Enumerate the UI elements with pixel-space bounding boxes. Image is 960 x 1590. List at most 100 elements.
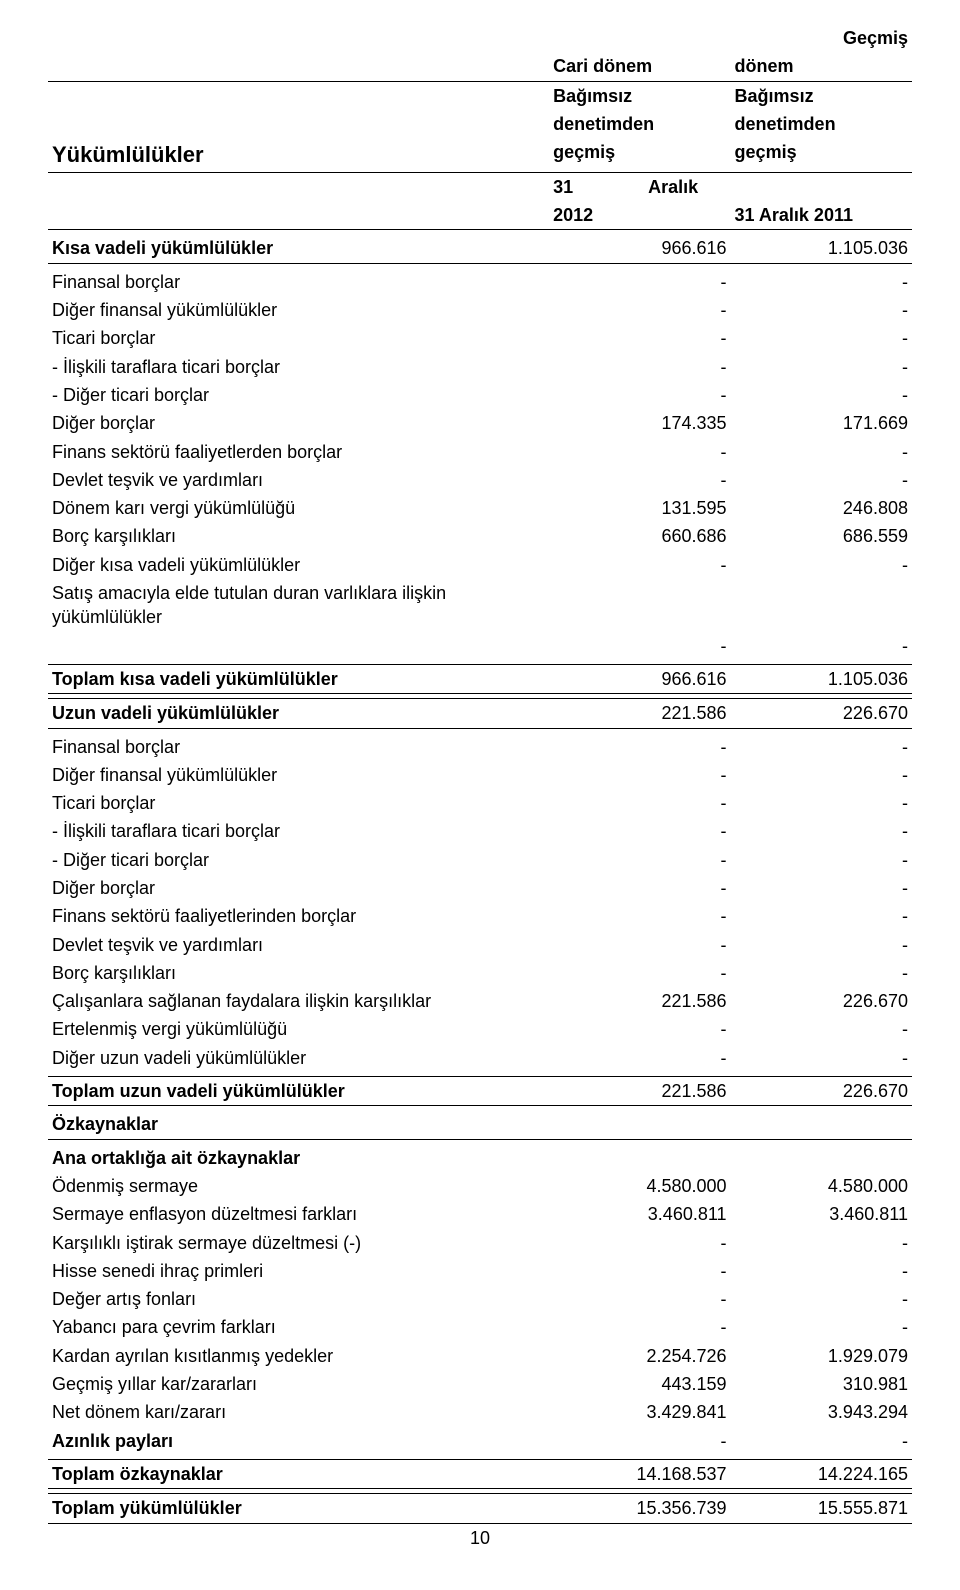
equity-label: Net dönem karı/zararı [48, 1398, 549, 1426]
long-term-row: Diğer finansal yükümlülükler-- [48, 761, 912, 789]
short-term-v1: - [549, 324, 730, 352]
short-term-row: Diğer kısa vadeli yükümlülükler-- [48, 551, 912, 579]
long-term-heading-row: Uzun vadeli yükümlülükler 221.586 226.67… [48, 699, 912, 728]
short-term-label: Finansal borçlar [48, 268, 549, 296]
equity-label: Yabancı para çevrim farkları [48, 1313, 549, 1341]
equity-total-row: Toplam özkaynaklar 14.168.537 14.224.165 [48, 1459, 912, 1488]
long-term-v1: - [549, 1015, 730, 1043]
long-term-label: Finansal borçlar [48, 733, 549, 761]
col1-sub3: geçmiş [549, 138, 730, 172]
col1-period: Cari dönem [549, 52, 730, 81]
col2-period: dönem [731, 52, 912, 81]
short-term-heading-row: Kısa vadeli yükümlülükler 966.616 1.105.… [48, 234, 912, 263]
short-term-label: Ticari borçlar [48, 324, 549, 352]
long-term-label: Ertelenmiş vergi yükümlülüğü [48, 1015, 549, 1043]
equity-label: Ödenmiş sermaye [48, 1172, 549, 1200]
short-term-total-label: Toplam kısa vadeli yükümlülükler [48, 664, 549, 693]
short-term-label: - Diğer ticari borçlar [48, 381, 549, 409]
short-term-tail-v2: - [731, 632, 912, 660]
long-term-v1: - [549, 761, 730, 789]
equity-total-label: Toplam özkaynaklar [48, 1459, 549, 1488]
short-term-v2: - [731, 438, 912, 466]
header-row: 31 Aralık [48, 172, 912, 201]
short-term-row: Borç karşılıkları660.686686.559 [48, 522, 912, 550]
equity-row: Ödenmiş sermaye4.580.0004.580.000 [48, 1172, 912, 1200]
long-term-row: Çalışanlara sağlanan faydalara ilişkin k… [48, 987, 912, 1015]
short-term-label: Devlet teşvik ve yardımları [48, 466, 549, 494]
short-term-v2: 246.808 [731, 494, 912, 522]
col1-year: 2012 [549, 201, 730, 230]
col2-prefix: Geçmiş [731, 24, 912, 52]
short-term-v1 [549, 579, 730, 632]
short-term-row: Diğer borçlar174.335171.669 [48, 409, 912, 437]
short-term-label: Diğer kısa vadeli yükümlülükler [48, 551, 549, 579]
grand-total-label: Toplam yükümlülükler [48, 1494, 549, 1523]
short-term-v2: - [731, 551, 912, 579]
col2-sub3: geçmiş [731, 138, 912, 172]
long-term-heading-v2: 226.670 [731, 699, 912, 728]
financial-table: Geçmiş Cari dönem dönem Bağımsız Bağımsı… [48, 24, 912, 1524]
equity-v1: 443.159 [549, 1370, 730, 1398]
col1-sub2: denetimden [549, 110, 730, 138]
equity-sub-row: Ana ortaklığa ait özkaynaklar [48, 1144, 912, 1172]
equity-v2: 3.943.294 [731, 1398, 912, 1426]
long-term-v2: - [731, 817, 912, 845]
long-term-total-label: Toplam uzun vadeli yükümlülükler [48, 1077, 549, 1106]
equity-row: Karşılıklı iştirak sermaye düzeltmesi (-… [48, 1229, 912, 1257]
short-term-v2: - [731, 268, 912, 296]
long-term-v1: - [549, 931, 730, 959]
col2-sub1: Bağımsız [731, 81, 912, 110]
grand-total-v2: 15.555.871 [731, 1494, 912, 1523]
long-term-v2: - [731, 959, 912, 987]
long-term-v1: - [549, 817, 730, 845]
long-term-v1: - [549, 874, 730, 902]
long-term-row: Finansal borçlar-- [48, 733, 912, 761]
short-term-row: Dönem karı vergi yükümlülüğü131.595246.8… [48, 494, 912, 522]
short-term-v1: 131.595 [549, 494, 730, 522]
equity-v2: - [731, 1285, 912, 1313]
short-term-v1: 174.335 [549, 409, 730, 437]
short-term-label: - İlişkili taraflara ticari borçlar [48, 353, 549, 381]
short-term-tail-row: - - [48, 632, 912, 660]
header-row: Cari dönem dönem [48, 52, 912, 81]
equity-v1: 3.460.811 [549, 1200, 730, 1228]
page-title: Yükümlülükler [48, 138, 549, 172]
long-term-v1: - [549, 733, 730, 761]
header-row: Yükümlülükler geçmiş geçmiş [48, 138, 912, 172]
short-term-total-row: Toplam kısa vadeli yükümlülükler 966.616… [48, 664, 912, 693]
equity-section-row: Özkaynaklar [48, 1110, 912, 1139]
long-term-v2: - [731, 846, 912, 874]
equity-v1: - [549, 1229, 730, 1257]
short-term-v1: - [549, 268, 730, 296]
equity-label: Kardan ayrılan kısıtlanmış yedekler [48, 1342, 549, 1370]
short-term-total-v2: 1.105.036 [731, 664, 912, 693]
short-term-heading-v1: 966.616 [549, 234, 730, 263]
col1-date-b: Aralık [648, 177, 698, 197]
equity-section-label: Özkaynaklar [48, 1110, 549, 1139]
short-term-v1: - [549, 551, 730, 579]
equity-label: Değer artış fonları [48, 1285, 549, 1313]
short-term-v1: - [549, 381, 730, 409]
short-term-v2: - [731, 353, 912, 381]
equity-label: Sermaye enflasyon düzeltmesi farkları [48, 1200, 549, 1228]
short-term-row: Finansal borçlar-- [48, 268, 912, 296]
short-term-v1: - [549, 296, 730, 324]
long-term-row: Borç karşılıkları-- [48, 959, 912, 987]
minority-label: Azınlık payları [48, 1427, 549, 1455]
equity-total-v1: 14.168.537 [549, 1459, 730, 1488]
short-term-v2 [731, 579, 912, 632]
col2-year: 31 Aralık 2011 [731, 201, 912, 230]
long-term-v1: - [549, 1044, 730, 1072]
page-number: 10 [48, 1528, 912, 1549]
long-term-row: Devlet teşvik ve yardımları-- [48, 931, 912, 959]
grand-total-v1: 15.356.739 [549, 1494, 730, 1523]
long-term-total-v2: 226.670 [731, 1077, 912, 1106]
equity-v2: - [731, 1313, 912, 1341]
equity-row: Hisse senedi ihraç primleri-- [48, 1257, 912, 1285]
equity-v2: - [731, 1257, 912, 1285]
long-term-v2: - [731, 789, 912, 817]
equity-label: Geçmiş yıllar kar/zararları [48, 1370, 549, 1398]
long-term-v2: - [731, 874, 912, 902]
equity-v2: 1.929.079 [731, 1342, 912, 1370]
equity-v2: 310.981 [731, 1370, 912, 1398]
